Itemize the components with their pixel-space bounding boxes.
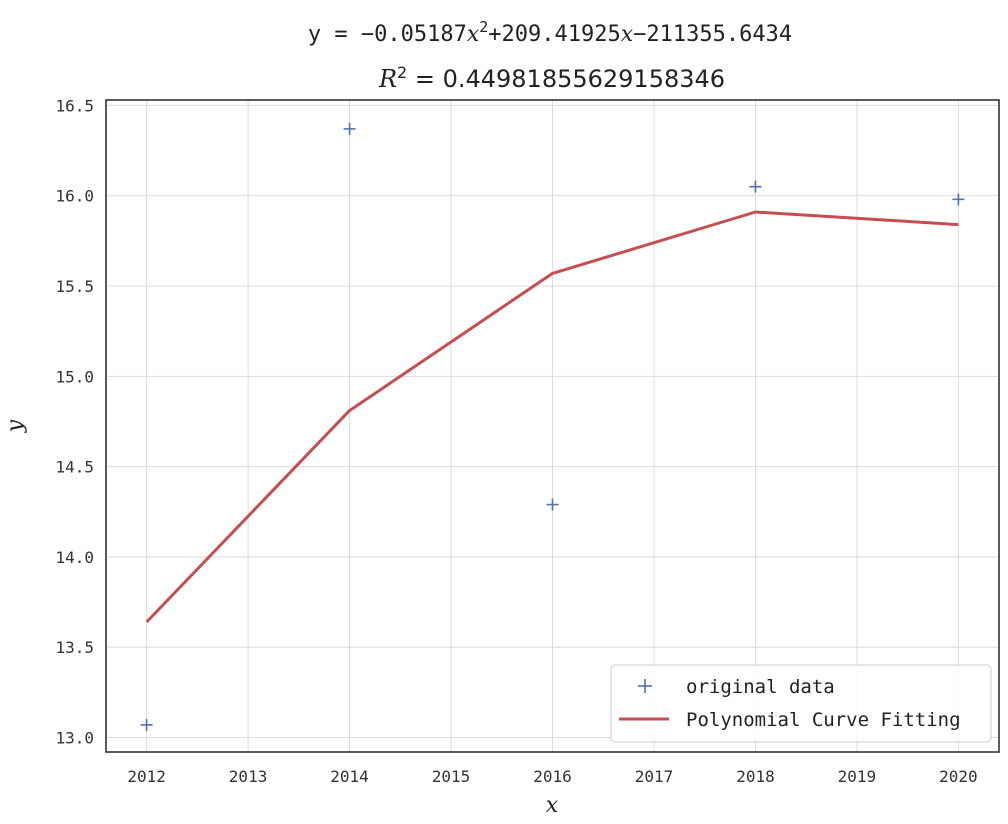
x-tick-label: 2019 bbox=[838, 767, 877, 786]
data-point bbox=[952, 193, 965, 206]
y-tick-label: 13.0 bbox=[55, 729, 94, 748]
fit-curve-layer bbox=[145, 210, 959, 624]
legend-box bbox=[610, 664, 992, 743]
chart-title-r-squared: R2 = 0.44981855629158346 bbox=[378, 63, 725, 94]
x-tick-label: 2016 bbox=[533, 767, 572, 786]
x-tick-label: 2017 bbox=[635, 767, 674, 786]
legend-marker-original-data bbox=[638, 679, 652, 693]
x-tick-label: 2015 bbox=[432, 767, 471, 786]
x-tick-label: 2012 bbox=[127, 767, 166, 786]
y-tick-label: 14.0 bbox=[55, 548, 94, 567]
y-tick-label: 16.5 bbox=[55, 96, 94, 115]
grid bbox=[106, 100, 999, 752]
fit-curve-line bbox=[145, 210, 959, 624]
plot-area-frame bbox=[105, 99, 1000, 753]
data-point bbox=[343, 122, 356, 135]
data-point bbox=[546, 498, 559, 511]
y-tick-label: 16.0 bbox=[55, 187, 94, 206]
x-tick-label: 2018 bbox=[736, 767, 775, 786]
y-tick-label: 14.5 bbox=[55, 458, 94, 477]
x-axis-ticks: 2012 2013 2014 2015 2016 2017 2018 2019 2020 bbox=[127, 767, 977, 786]
y-axis-ticks: 13.0 13.5 14.0 14.5 15.0 15.5 16.0 16.5 bbox=[55, 96, 94, 747]
x-tick-label: 2013 bbox=[229, 767, 268, 786]
y-axis-label: y bbox=[3, 419, 28, 433]
legend-label-original-data: original data bbox=[686, 676, 835, 698]
legend-label-polynomial-fit: Polynomial Curve Fitting bbox=[686, 709, 961, 731]
data-points-layer bbox=[140, 122, 965, 731]
y-tick-label: 13.5 bbox=[55, 638, 94, 657]
x-tick-label: 2014 bbox=[330, 767, 369, 786]
x-tick-label: 2020 bbox=[939, 767, 978, 786]
chart-title-equation: y = −0.05187x2+209.41925x−211355.6434 bbox=[308, 18, 792, 47]
legend: original data Polynomial Curve Fitting bbox=[610, 664, 992, 743]
y-tick-label: 15.5 bbox=[55, 277, 94, 296]
x-axis-label: x bbox=[546, 793, 559, 818]
data-point bbox=[140, 718, 153, 731]
y-tick-label: 15.0 bbox=[55, 367, 94, 386]
data-point bbox=[749, 180, 762, 193]
